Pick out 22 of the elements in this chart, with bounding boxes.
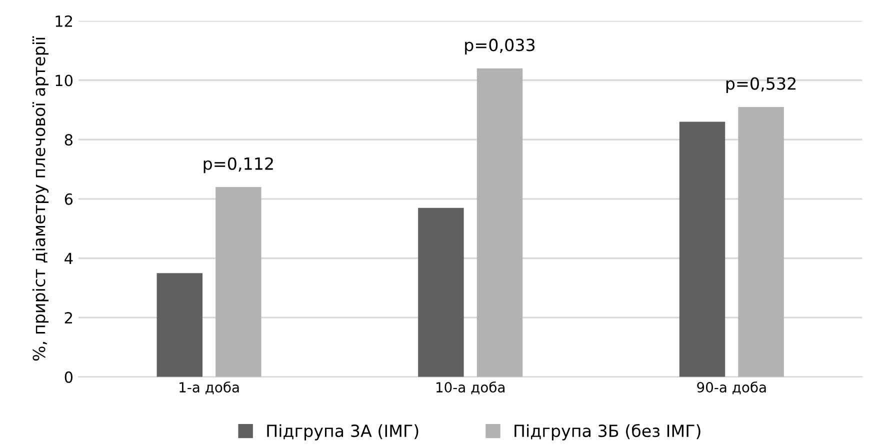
y-tick-label: 8: [64, 134, 72, 146]
y-axis-title: %, приріст діаметру плечової артерії: [32, 36, 49, 361]
y-tick-label: 12: [56, 15, 72, 27]
y-tick-label: 0: [64, 371, 73, 383]
y-tick-label: 2: [64, 312, 72, 324]
x-tick-label: 1-а доба: [180, 382, 239, 394]
legend-label: Підгрупа 3А (ІМГ): [267, 424, 418, 440]
annotation: p=0,033: [465, 38, 535, 54]
y-tick-label: 6: [64, 193, 73, 205]
bar: [738, 106, 784, 377]
bar: [476, 68, 523, 377]
y-tick-label: 10: [56, 74, 73, 86]
annotation: p=0,112: [204, 157, 273, 174]
y-tick-label: 4: [64, 252, 73, 264]
bar: [418, 208, 464, 377]
x-tick-label: 10-а доба: [436, 382, 504, 394]
annotation: p=0,532: [726, 77, 796, 94]
bar: [216, 187, 262, 377]
legend-label: Підгрупа 3Б (без ІМГ): [514, 424, 700, 440]
bar: [156, 273, 203, 377]
bar: [679, 122, 726, 377]
x-tick-label: 90-а доба: [697, 382, 766, 394]
